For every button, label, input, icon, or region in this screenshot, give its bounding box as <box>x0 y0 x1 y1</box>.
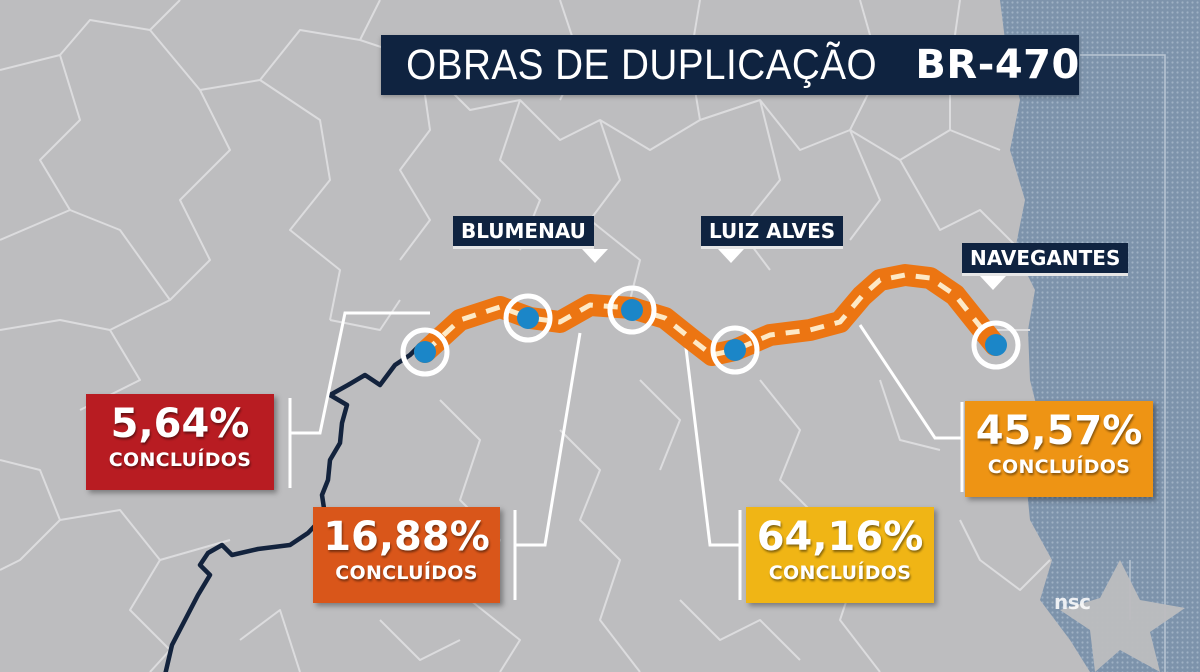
title-text: OBRAS DE DUPLICAÇÃO <box>406 40 878 89</box>
progress-percent: 64,16% <box>756 514 924 560</box>
progress-label: CONCLUÍDOS <box>987 456 1131 478</box>
waypoint-icon <box>503 293 553 343</box>
waypoint-icon <box>400 327 450 377</box>
progress-badge-segment-2: 16,88% CONCLUÍDOS <box>313 507 500 603</box>
state-border <box>163 343 422 672</box>
city-name: LUIZ ALVES <box>709 219 836 243</box>
waypoint-icon <box>971 320 1021 370</box>
pointer-icon <box>980 276 1006 290</box>
waypoint-markers <box>400 285 1021 377</box>
waypoint-icon <box>607 285 657 335</box>
progress-label: CONCLUÍDOS <box>768 562 912 584</box>
sea <box>1000 0 1200 672</box>
progress-percent: 5,64% <box>110 401 250 447</box>
nsc-logo: nsc <box>1054 590 1091 614</box>
waypoint-icon <box>710 325 760 375</box>
progress-badge-segment-1: 5,64% CONCLUÍDOS <box>86 394 274 490</box>
city-name: NAVEGANTES <box>970 246 1121 270</box>
city-label-luiz-alves: LUIZ ALVES <box>701 216 844 246</box>
progress-label: CONCLUÍDOS <box>108 449 252 471</box>
city-label-blumenau: BLUMENAU <box>453 216 594 246</box>
progress-badge-segment-3: 64,16% CONCLUÍDOS <box>746 507 934 603</box>
pointer-icon <box>582 249 608 263</box>
progress-percent: 45,57% <box>975 408 1143 454</box>
title-banner: OBRAS DE DUPLICAÇÃO BR-470 <box>381 35 1079 95</box>
progress-badge-segment-4: 45,57% CONCLUÍDOS <box>965 401 1153 497</box>
pointer-icon <box>718 249 744 263</box>
progress-percent: 16,88% <box>323 514 490 560</box>
title-highway-code: BR-470 <box>915 42 1080 88</box>
progress-label: CONCLUÍDOS <box>335 562 478 584</box>
city-name: BLUMENAU <box>461 219 586 243</box>
city-label-navegantes: NAVEGANTES <box>962 243 1129 273</box>
